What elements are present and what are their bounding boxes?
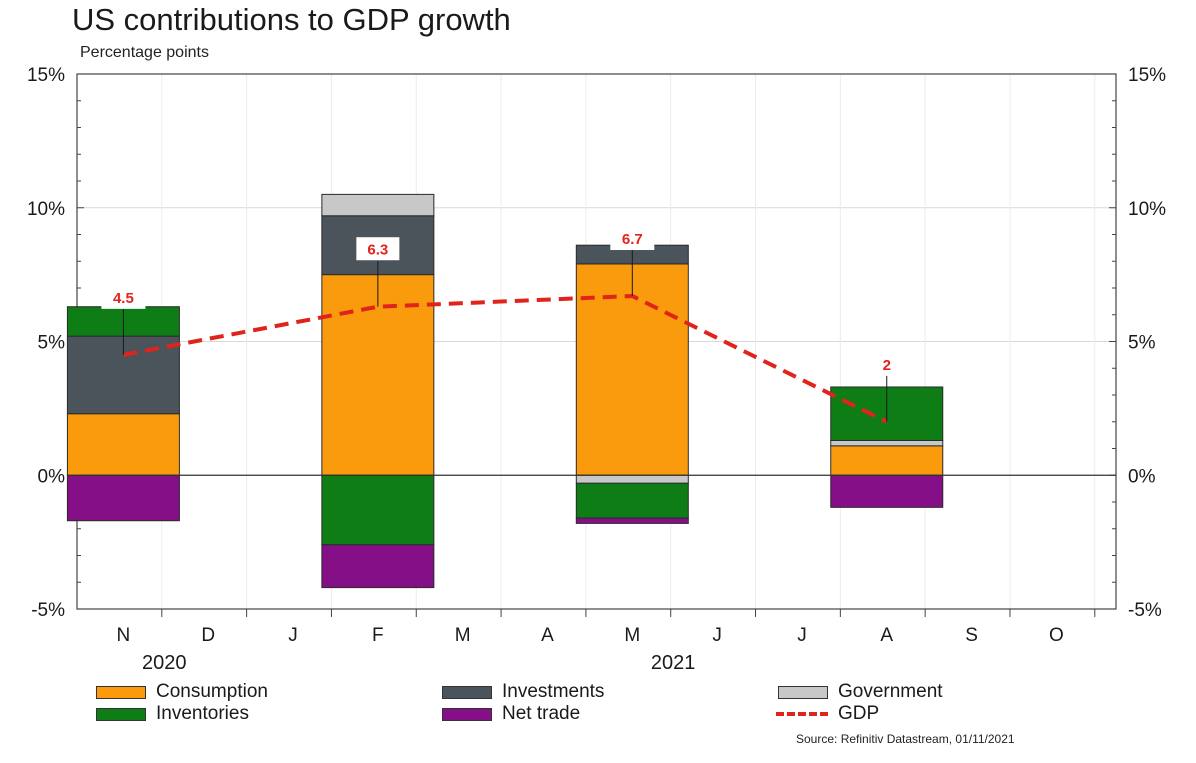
gdp-label-box — [101, 284, 146, 309]
bar-segment-government — [830, 439, 944, 447]
bar-segment-net-trade — [575, 517, 689, 524]
bar-segment-consumption — [321, 274, 435, 476]
x-tick-label: A — [541, 625, 554, 646]
x-tick-label: D — [201, 625, 215, 646]
bar-segment-net-trade — [830, 474, 944, 508]
y-tick-label-right: 15% — [1128, 65, 1166, 86]
x-tick-label: M — [624, 625, 640, 646]
y-tick-label-left: 5% — [38, 333, 66, 354]
gdp-label-box — [355, 236, 401, 262]
gdp-data-label: 6.3 — [367, 242, 388, 259]
gdp-data-label: 6.7 — [622, 231, 643, 248]
y-tick-label-left: 0% — [38, 466, 66, 487]
x-tick-label: M — [455, 625, 471, 646]
chart-title: US contributions to GDP growth — [72, 2, 511, 37]
bar-segment-net-trade — [321, 544, 435, 589]
y-tick-label-right: -5% — [1128, 600, 1162, 621]
bar-segment-consumption — [575, 263, 689, 476]
gdp-label-box — [610, 226, 655, 251]
source-note: Source: Refinitiv Datastream, 01/11/2021 — [796, 732, 1015, 746]
x-tick-label: N — [117, 625, 131, 646]
bar-segment-government — [575, 474, 689, 484]
x-tick-label: S — [965, 625, 978, 646]
gdp-data-label: 4.5 — [113, 290, 134, 307]
x-tick-label: J — [797, 625, 807, 646]
x-year-label: 2020 — [142, 652, 187, 674]
gdp-line — [123, 294, 888, 424]
x-tick-label: J — [288, 625, 298, 646]
bar-segment-consumption — [66, 413, 180, 476]
chart-subtitle: Percentage points — [80, 44, 209, 61]
bar-segment-net-trade — [66, 474, 180, 522]
x-year-label: 2021 — [651, 652, 696, 674]
bar-segment-consumption — [830, 445, 944, 476]
gdp-label-box — [874, 351, 899, 376]
bar-segment-government — [321, 193, 435, 217]
x-tick-label: A — [880, 625, 893, 646]
x-tick-label: J — [712, 625, 722, 646]
y-tick-label-left: 10% — [27, 199, 65, 220]
y-tick-label-left: -5% — [31, 600, 65, 621]
bar-segment-inventories — [575, 482, 689, 519]
bar-segment-inventories — [321, 474, 435, 546]
x-tick-label: F — [372, 625, 384, 646]
y-tick-label-left: 15% — [27, 65, 65, 86]
y-tick-label-right: 10% — [1128, 199, 1166, 220]
x-tick-label: O — [1049, 625, 1064, 646]
gdp-data-label: 2 — [883, 357, 891, 374]
y-tick-label-right: 0% — [1128, 466, 1156, 487]
y-tick-label-right: 5% — [1128, 333, 1156, 354]
